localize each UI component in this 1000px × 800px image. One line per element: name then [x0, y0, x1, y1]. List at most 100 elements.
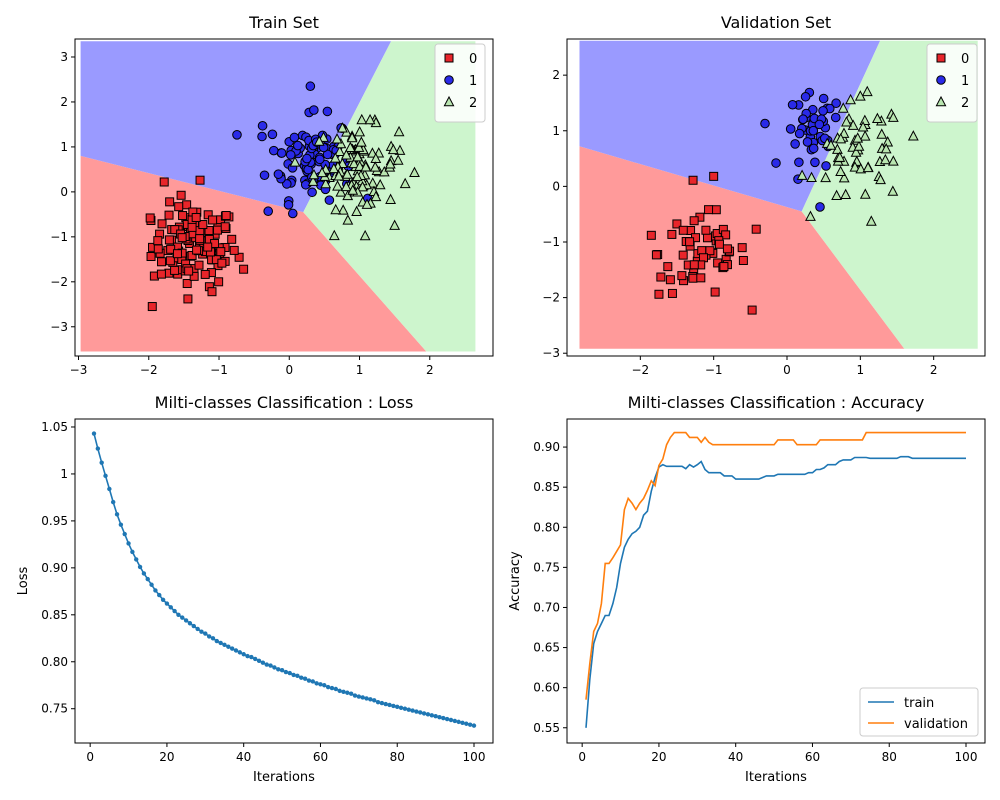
data-point: [879, 153, 891, 165]
data-point: [330, 203, 342, 215]
data-point: [172, 608, 177, 614]
x-tick-label: −3: [70, 363, 88, 377]
data-point: [651, 250, 661, 260]
data-point: [337, 688, 342, 694]
data-point: [875, 173, 886, 185]
data-point: [220, 222, 230, 232]
data-point: [267, 129, 278, 140]
data-point: [853, 140, 865, 151]
data-point: [448, 717, 454, 723]
data-point: [399, 177, 411, 189]
data-point: [471, 723, 477, 728]
data-point: [831, 98, 841, 109]
data-point: [356, 113, 368, 125]
x-tick-label: 2: [426, 363, 434, 377]
data-point: [260, 660, 266, 665]
data-point: [110, 499, 116, 505]
data-point: [295, 673, 300, 679]
x-tick-label: 100: [463, 750, 486, 764]
data-point: [808, 143, 819, 154]
data-point: [316, 166, 328, 178]
x-tick-label: 0: [783, 363, 791, 377]
data-point: [356, 694, 362, 699]
y-tick-label: 0.85: [41, 608, 68, 622]
data-point: [351, 205, 363, 217]
data-point: [821, 161, 831, 171]
data-point: [464, 721, 469, 726]
y-tick-label: 0.70: [533, 600, 560, 614]
data-point: [354, 125, 366, 137]
data-point: [103, 473, 108, 479]
data-point: [859, 188, 871, 199]
data-point: [149, 582, 154, 587]
y-tick-label: 0.75: [41, 702, 68, 716]
data-point: [835, 132, 847, 144]
data-point: [342, 214, 354, 225]
train-set-class-2-points: [289, 113, 420, 241]
legend-frame: [434, 43, 486, 123]
data-point: [145, 213, 155, 223]
data-point: [354, 160, 366, 171]
data-point: [145, 576, 150, 582]
data-point: [334, 145, 346, 156]
data-point: [831, 189, 843, 201]
data-point: [806, 171, 817, 183]
data-point: [340, 149, 352, 160]
data-point: [352, 693, 358, 698]
x-tick-label: 1: [857, 363, 865, 377]
data-point: [862, 161, 874, 173]
data-point: [307, 175, 319, 186]
legend-label-0: 0: [961, 52, 969, 67]
data-point: [331, 133, 343, 144]
data-point: [849, 161, 861, 172]
data-point: [130, 549, 135, 555]
data-point: [425, 712, 431, 717]
y-tick-label: 2: [60, 95, 68, 109]
data-point: [667, 229, 677, 239]
data-point: [818, 93, 829, 104]
y-tick-label: 1.05: [41, 420, 68, 434]
data-point: [347, 184, 359, 195]
data-point: [203, 242, 213, 252]
data-point: [310, 679, 315, 684]
data-point: [387, 702, 392, 708]
data-point: [165, 197, 175, 207]
x-tick-label: 80: [390, 750, 405, 764]
data-point: [367, 177, 379, 188]
x-tick-label: 0: [285, 363, 293, 377]
data-point: [329, 152, 341, 163]
data-point: [410, 708, 415, 713]
data-point: [183, 618, 189, 623]
data-point: [232, 130, 242, 140]
data-point: [678, 225, 688, 235]
data-point: [344, 141, 356, 153]
legend-label-1: 1: [469, 74, 477, 89]
data-point: [257, 131, 267, 142]
data-point: [696, 273, 706, 283]
data-point: [907, 130, 919, 141]
data-point: [273, 169, 284, 179]
data-point: [199, 629, 204, 634]
data-point: [719, 262, 729, 272]
data-point: [346, 131, 358, 143]
data-point: [256, 658, 262, 664]
data-point: [229, 245, 239, 255]
data-point: [299, 675, 304, 680]
data-point: [667, 288, 677, 298]
train-set-title: Train Set: [248, 13, 319, 32]
data-point: [384, 158, 396, 169]
data-point: [348, 691, 354, 696]
data-point: [168, 605, 173, 610]
data-point: [320, 177, 332, 189]
data-point: [838, 171, 850, 183]
legend-label-2: 2: [469, 96, 477, 111]
data-point: [887, 185, 899, 196]
data-point: [324, 195, 335, 205]
data-point: [402, 706, 408, 711]
data-point: [825, 139, 837, 150]
data-point: [322, 106, 333, 117]
data-point: [214, 277, 224, 287]
y-tick-label: 0.65: [533, 641, 560, 655]
validation-set-title: Validation Set: [721, 13, 831, 32]
